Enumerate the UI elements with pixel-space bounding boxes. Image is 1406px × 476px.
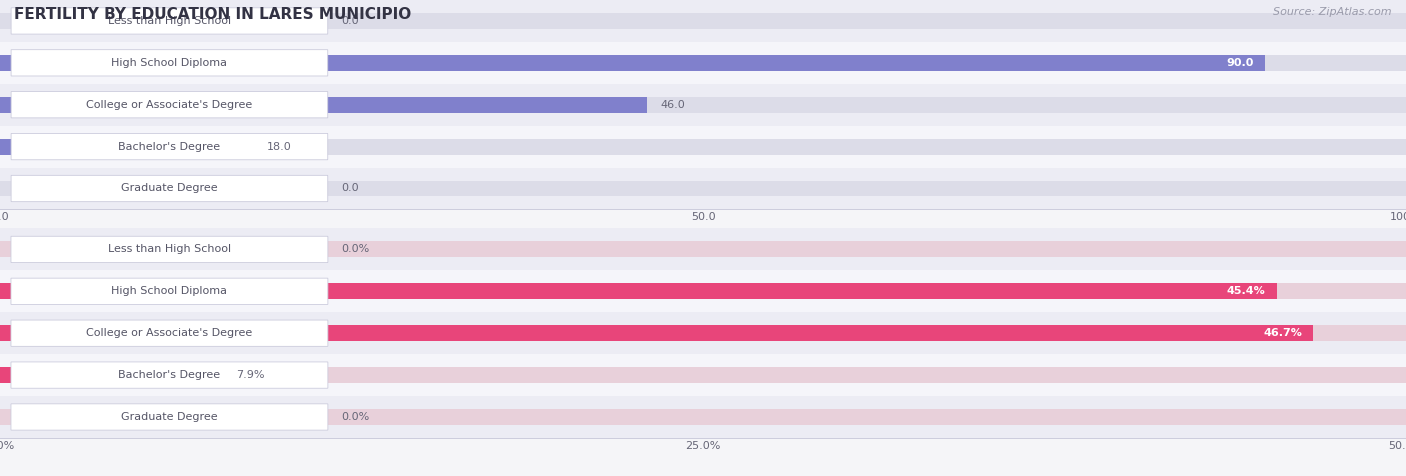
FancyBboxPatch shape — [11, 236, 328, 263]
Text: Less than High School: Less than High School — [108, 16, 231, 26]
Bar — [0, 241, 1406, 258]
Bar — [0, 283, 1406, 299]
Text: High School Diploma: High School Diploma — [111, 58, 228, 68]
Text: 45.4%: 45.4% — [1226, 286, 1265, 297]
Text: 7.9%: 7.9% — [236, 370, 264, 380]
Text: 0.0%: 0.0% — [342, 412, 370, 422]
Bar — [0, 139, 253, 155]
Bar — [0, 84, 1406, 126]
Text: Graduate Degree: Graduate Degree — [121, 412, 218, 422]
Bar — [0, 97, 1406, 113]
Bar — [0, 168, 1406, 209]
Bar — [0, 55, 1265, 71]
FancyBboxPatch shape — [11, 404, 328, 430]
Bar — [0, 97, 647, 113]
Text: College or Associate's Degree: College or Associate's Degree — [86, 328, 253, 338]
FancyBboxPatch shape — [11, 362, 328, 388]
Bar — [0, 367, 222, 383]
FancyBboxPatch shape — [11, 320, 328, 347]
Text: 46.0: 46.0 — [661, 99, 686, 110]
Text: 46.7%: 46.7% — [1263, 328, 1302, 338]
Text: FERTILITY BY EDUCATION IN LARES MUNICIPIO: FERTILITY BY EDUCATION IN LARES MUNICIPI… — [14, 7, 412, 22]
FancyBboxPatch shape — [11, 91, 328, 118]
Bar — [0, 126, 1406, 168]
Text: Less than High School: Less than High School — [108, 244, 231, 255]
Bar — [0, 13, 1406, 29]
Text: High School Diploma: High School Diploma — [111, 286, 228, 297]
Text: Bachelor's Degree: Bachelor's Degree — [118, 141, 221, 152]
Bar — [0, 325, 1406, 341]
Bar — [0, 312, 1406, 354]
FancyBboxPatch shape — [11, 133, 328, 160]
Bar — [0, 180, 1406, 197]
Bar — [0, 325, 1313, 341]
Bar — [0, 228, 1406, 270]
Bar — [0, 409, 1406, 425]
FancyBboxPatch shape — [11, 278, 328, 305]
Bar — [0, 283, 1277, 299]
FancyBboxPatch shape — [11, 50, 328, 76]
Bar — [0, 367, 1406, 383]
Text: 90.0: 90.0 — [1227, 58, 1254, 68]
Bar — [0, 55, 1406, 71]
Text: Graduate Degree: Graduate Degree — [121, 183, 218, 194]
Bar — [0, 139, 1406, 155]
Text: Bachelor's Degree: Bachelor's Degree — [118, 370, 221, 380]
Text: 0.0: 0.0 — [342, 16, 360, 26]
Text: 0.0: 0.0 — [342, 183, 360, 194]
Text: 18.0: 18.0 — [267, 141, 292, 152]
Text: 0.0%: 0.0% — [342, 244, 370, 255]
Bar — [0, 354, 1406, 396]
Bar — [0, 42, 1406, 84]
Bar — [0, 0, 1406, 42]
Bar — [0, 270, 1406, 312]
Text: Source: ZipAtlas.com: Source: ZipAtlas.com — [1274, 7, 1392, 17]
FancyBboxPatch shape — [11, 175, 328, 202]
FancyBboxPatch shape — [11, 8, 328, 34]
Bar — [0, 396, 1406, 438]
Text: College or Associate's Degree: College or Associate's Degree — [86, 99, 253, 110]
